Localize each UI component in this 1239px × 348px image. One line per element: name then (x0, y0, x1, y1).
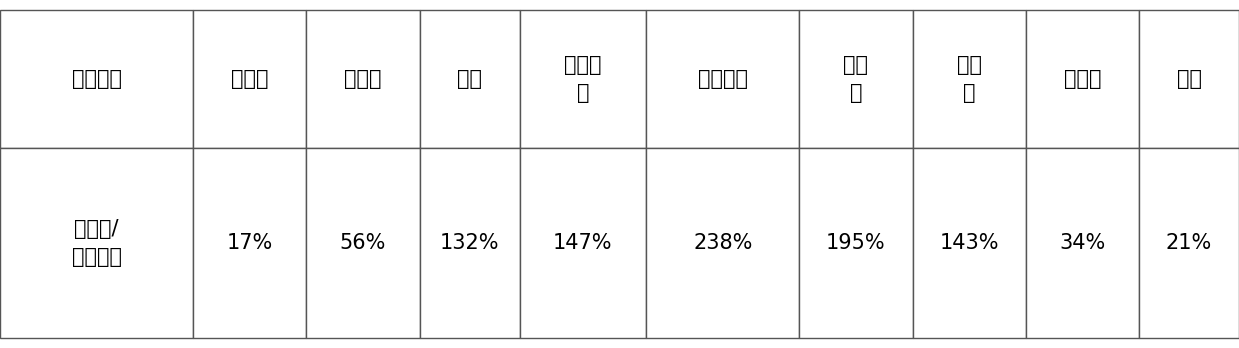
Bar (519, 10, 647, 148)
Bar (193, 10, 306, 148)
Text: 143%: 143% (939, 233, 999, 253)
Bar (647, 148, 799, 338)
Bar (647, 10, 799, 148)
Bar (0, 10, 193, 148)
Text: 改性材/
未处理材: 改性材/ 未处理材 (72, 219, 121, 267)
Text: 抗流失率: 抗流失率 (698, 69, 748, 89)
Bar (799, 10, 913, 148)
Bar (913, 148, 1026, 338)
Text: 132%: 132% (440, 233, 499, 253)
Text: 湿胀率: 湿胀率 (344, 69, 382, 89)
Text: 抑烟
性: 抑烟 性 (957, 55, 981, 103)
Text: 表面硬
度: 表面硬 度 (564, 55, 602, 103)
Text: 失重率: 失重率 (1064, 69, 1101, 89)
Text: 21%: 21% (1166, 233, 1212, 253)
Bar (519, 148, 647, 338)
Text: 干缩率: 干缩率 (230, 69, 269, 89)
Bar (1139, 148, 1239, 338)
Bar (193, 148, 306, 338)
Text: 195%: 195% (826, 233, 886, 253)
Text: 56%: 56% (339, 233, 387, 253)
Text: 238%: 238% (693, 233, 752, 253)
Bar (1026, 10, 1139, 148)
Bar (420, 10, 519, 148)
Bar (306, 148, 420, 338)
Bar (306, 10, 420, 148)
Text: 密度: 密度 (457, 69, 482, 89)
Bar (799, 148, 913, 338)
Text: 147%: 147% (553, 233, 612, 253)
Bar (913, 10, 1026, 148)
Text: 抑热
性: 抑热 性 (844, 55, 869, 103)
Bar (420, 148, 519, 338)
Bar (1139, 10, 1239, 148)
Text: 色差: 色差 (1177, 69, 1202, 89)
Text: 17%: 17% (227, 233, 273, 253)
Text: 评价指标: 评价指标 (72, 69, 121, 89)
Text: 34%: 34% (1059, 233, 1105, 253)
Bar (0, 148, 193, 338)
Bar (1026, 148, 1139, 338)
